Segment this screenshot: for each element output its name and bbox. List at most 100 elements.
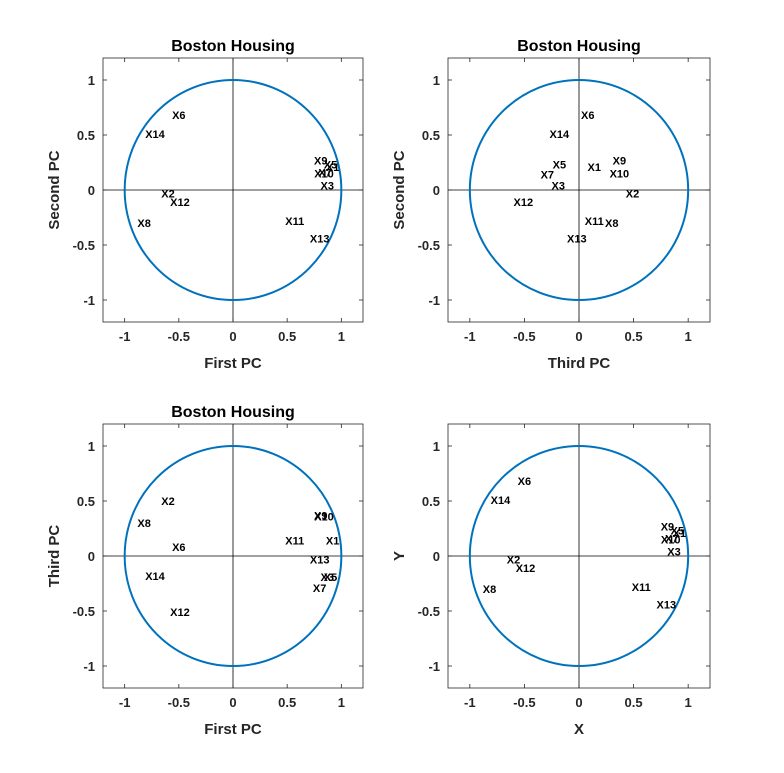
x-tick-label: 0 <box>575 695 582 710</box>
point-label-x5: X5 <box>553 160 566 172</box>
point-label-x6: X6 <box>172 542 185 554</box>
x-tick-label: -0.5 <box>513 329 535 344</box>
point-label-x11: X11 <box>285 216 304 228</box>
point-label-x13: X13 <box>567 233 587 245</box>
x-tick-label: -0.5 <box>168 329 190 344</box>
point-label-x1: X1 <box>673 528 686 540</box>
point-label-x7: X7 <box>541 170 554 182</box>
point-label-x12: X12 <box>514 197 534 209</box>
y-tick-label: -1 <box>428 293 440 308</box>
x-tick-label: 1 <box>685 695 692 710</box>
point-label-x14: X14 <box>145 129 165 141</box>
x-tick-label: -1 <box>464 329 476 344</box>
unit-circle <box>123 445 343 667</box>
point-label-x10: X10 <box>610 169 630 181</box>
y-axis-label: Third PC <box>46 525 63 588</box>
unit-circle <box>468 445 690 667</box>
x-tick-label: -1 <box>464 695 476 710</box>
point-label-x3: X3 <box>321 181 334 193</box>
x-axis-label: First PC <box>204 721 262 738</box>
point-label-x3: X3 <box>667 547 680 559</box>
point-label-x14: X14 <box>145 571 165 583</box>
y-tick-label: -1 <box>83 293 95 308</box>
point-label-x8: X8 <box>137 218 150 230</box>
y-tick-label: 1 <box>88 73 95 88</box>
x-tick-label: 0.5 <box>278 695 296 710</box>
point-label-x13: X13 <box>657 599 677 611</box>
x-tick-label: 1 <box>338 695 345 710</box>
point-label-x13: X13 <box>310 554 330 566</box>
y-tick-label: 0 <box>433 183 440 198</box>
y-tick-label: -0.5 <box>73 238 95 253</box>
x-axis-label: Third PC <box>548 355 611 372</box>
x-tick-label: 0 <box>229 695 236 710</box>
point-label-x8: X8 <box>605 218 618 230</box>
y-tick-label: -1 <box>428 659 440 674</box>
point-label-x5: X5 <box>324 160 337 172</box>
point-label-x7: X7 <box>665 533 678 545</box>
y-tick-label: 1 <box>433 439 440 454</box>
chart-title: Boston Housing <box>171 38 295 55</box>
point-label-x13: X13 <box>310 233 330 245</box>
y-tick-label: 0.5 <box>77 128 95 143</box>
y-tick-label: -0.5 <box>418 604 440 619</box>
point-label-x11: X11 <box>632 582 651 594</box>
y-tick-label: -0.5 <box>73 604 95 619</box>
point-label-x2: X2 <box>626 188 639 200</box>
y-tick-label: 0.5 <box>422 494 440 509</box>
x-tick-label: 1 <box>338 329 345 344</box>
point-label-x1: X1 <box>588 162 601 174</box>
x-tick-label: 0 <box>575 329 582 344</box>
y-axis-label: Second PC <box>46 150 63 229</box>
chart-title: Boston Housing <box>517 38 641 55</box>
point-label-x10: X10 <box>314 511 334 523</box>
y-tick-label: 0.5 <box>422 128 440 143</box>
x-tick-label: 1 <box>685 329 692 344</box>
subplot-3: -1 -0.5 0 0.5 1 -1 -0.5 0 0.5 1 Boston Housing Firs… <box>46 404 364 738</box>
point-label-x9: X9 <box>613 155 626 167</box>
point-label-x9: X9 <box>314 155 327 167</box>
point-label-x2: X2 <box>161 188 174 200</box>
subplot-1: -1 -0.5 0 0.5 1 -1 -0.5 0 0.5 1 Boston Housing Firs… <box>46 38 364 372</box>
point-label-x12: X12 <box>170 607 190 619</box>
point-label-x2: X2 <box>507 554 520 566</box>
point-label-x12: X12 <box>170 197 190 209</box>
x-tick-label: -1 <box>119 695 131 710</box>
y-tick-label: 1 <box>88 439 95 454</box>
subplot-4: -1 -0.5 0 0.5 1 -1 -0.5 0 0.5 1 X Y X1 X2 X3 X5 X6 X7 X8 X9… <box>391 423 711 738</box>
y-tick-label: 0 <box>88 183 95 198</box>
x-axis-label: X <box>574 721 584 738</box>
point-label-x11: X11 <box>585 216 604 228</box>
y-tick-label: 0 <box>433 549 440 564</box>
point-label-x7: X7 <box>313 583 326 595</box>
x-tick-label: 0 <box>229 329 236 344</box>
point-label-x6: X6 <box>172 110 185 122</box>
y-tick-label: 0.5 <box>77 494 95 509</box>
point-label-x14: X14 <box>550 129 570 141</box>
x-tick-label: 0.5 <box>625 695 643 710</box>
point-label-x12: X12 <box>516 563 536 575</box>
point-label-x5: X5 <box>671 526 684 538</box>
y-tick-label: -1 <box>83 659 95 674</box>
point-label-x9: X9 <box>314 510 327 522</box>
point-label-x1: X1 <box>326 536 339 548</box>
x-axis-label: First PC <box>204 355 262 372</box>
y-tick-label: -0.5 <box>418 238 440 253</box>
y-axis-label: Y <box>391 551 408 561</box>
point-label-x10: X10 <box>314 169 334 181</box>
y-tick-label: 0 <box>88 549 95 564</box>
point-label-x6: X6 <box>518 476 531 488</box>
point-label-x5: X5 <box>324 572 337 584</box>
point-label-x9: X9 <box>661 521 674 533</box>
point-label-x10: X10 <box>661 535 681 547</box>
point-label-x3: X3 <box>552 181 565 193</box>
point-label-x6: X6 <box>581 110 594 122</box>
y-axis-label: Second PC <box>391 150 408 229</box>
x-tick-label: -0.5 <box>513 695 535 710</box>
x-tick-label: -0.5 <box>168 695 190 710</box>
point-label-x8: X8 <box>137 518 150 530</box>
unit-circle <box>123 79 343 301</box>
chart-title: Boston Housing <box>171 404 295 421</box>
point-label-x8: X8 <box>483 584 496 596</box>
